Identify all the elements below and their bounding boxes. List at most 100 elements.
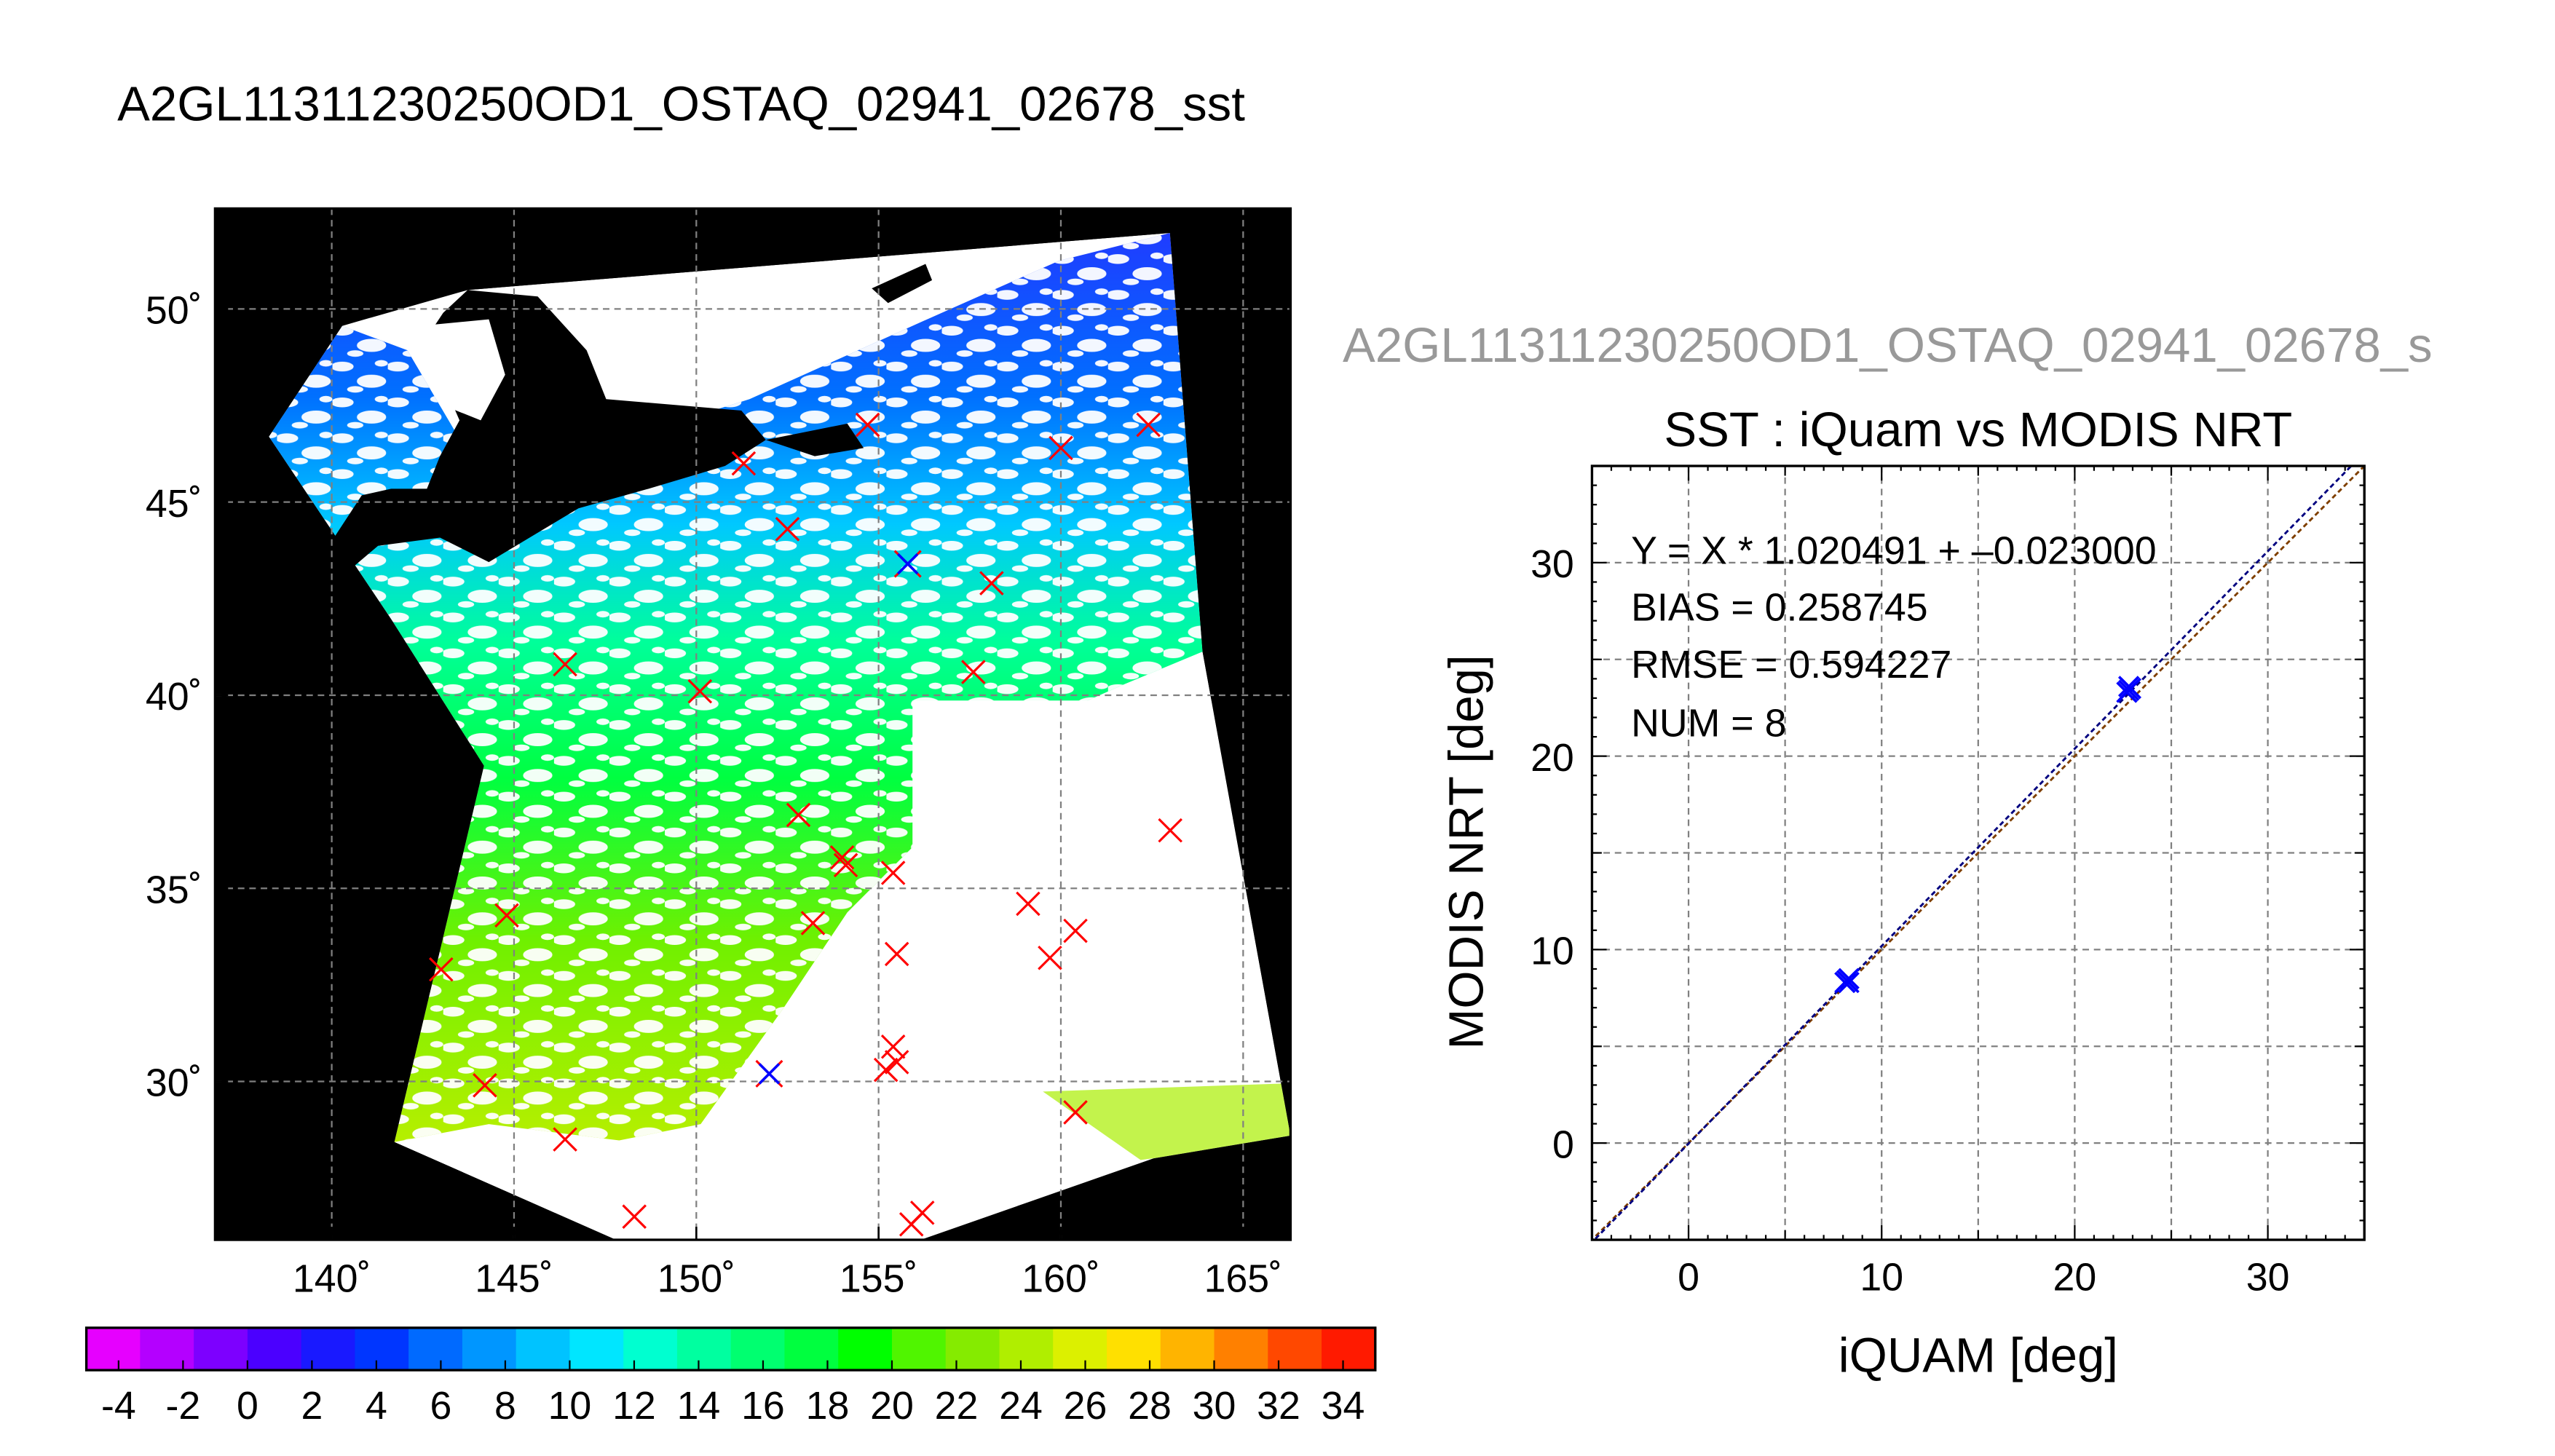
colorbar-cell <box>623 1327 679 1371</box>
colorbar-cells <box>86 1327 1376 1371</box>
map-x-tick-label: 165˚ <box>1204 1257 1282 1301</box>
colorbar-tick-label: 18 <box>806 1384 850 1428</box>
scatter-panel: A2GL11311230250OD1_OSTAQ_02941_02678_s S… <box>1343 318 2433 1382</box>
insitu-marker <box>880 860 906 885</box>
insitu-marker <box>1049 435 1073 461</box>
scatter-points <box>1834 676 2142 994</box>
insitu-marker <box>1158 818 1182 843</box>
scatter-point <box>1834 971 1856 994</box>
scatter-x-tick-label: 20 <box>2053 1255 2097 1299</box>
colorbar-cell <box>1322 1327 1376 1371</box>
map-x-tick-label: 155˚ <box>840 1257 917 1301</box>
colorbar-cell <box>86 1327 141 1371</box>
insitu-marker <box>473 1073 497 1098</box>
colorbar-cell <box>784 1327 840 1371</box>
colorbar-tick-label: -2 <box>165 1384 200 1428</box>
insitu-marker <box>1063 1100 1088 1125</box>
map-insitu-markers <box>429 412 1182 1237</box>
map-y-tick-label: 40˚ <box>146 675 202 719</box>
colorbar-tick-label: 14 <box>677 1384 721 1428</box>
sst-map-panel: 140˚ 145˚ 150˚ 155˚ 160˚ 165˚ 30˚ 35˚ 40˚ 45˚ 50˚ <box>146 207 1292 1301</box>
insitu-marker <box>687 678 713 704</box>
insitu-marker <box>775 517 800 542</box>
insitu-marker <box>880 1034 906 1059</box>
insitu-marker <box>1016 891 1040 917</box>
scatter-y-tick-label: 20 <box>1531 736 1574 780</box>
map-y-tick-label: 50˚ <box>146 289 202 333</box>
colorbar: -4 -2 0 2 4 6 8 10 12 14 16 18 20 22 24 26 28 30 32 34 <box>84 1326 1377 1428</box>
sst-field <box>269 233 1291 1160</box>
colorbar-cell <box>516 1327 571 1371</box>
scatter-x-tick-label: 30 <box>2246 1255 2290 1299</box>
colorbar-cell <box>1053 1327 1108 1371</box>
scatter-y-tick-label: 10 <box>1531 930 1574 973</box>
map-grid <box>215 208 1291 1241</box>
colorbar-cell <box>408 1327 464 1371</box>
colorbar-tick-label: 12 <box>612 1384 656 1428</box>
stat-fit: Y = X * 1.020491 + –0.023000 <box>1631 529 2156 572</box>
colorbar-tick-label: 26 <box>1064 1384 1107 1428</box>
colorbar-tick-label: 32 <box>1257 1384 1300 1428</box>
insitu-marker <box>979 571 1004 596</box>
colorbar-cell <box>1268 1327 1323 1371</box>
colorbar-tick-label: 28 <box>1128 1384 1172 1428</box>
colorbar-cell <box>676 1327 732 1371</box>
scatter-subtitle: A2GL11311230250OD1_OSTAQ_02941_02678_s <box>1343 318 2433 373</box>
insitu-marker <box>553 652 577 677</box>
colorbar-tick-label: -4 <box>101 1384 136 1428</box>
scatter-point <box>1838 971 1860 994</box>
insitu-marker <box>833 852 858 878</box>
scatter-x-label: iQUAM [deg] <box>1839 1328 2118 1382</box>
map-x-tick-label: 150˚ <box>657 1257 735 1301</box>
colorbar-cell <box>1160 1327 1215 1371</box>
scatter-point <box>2117 676 2140 697</box>
stat-rmse: RMSE = 0.594227 <box>1631 643 1951 687</box>
insitu-marker <box>800 911 826 935</box>
colorbar-cell <box>1107 1327 1161 1371</box>
map-y-tick-label: 30˚ <box>146 1061 202 1105</box>
colorbar-tick-label: 4 <box>366 1384 387 1428</box>
map-y-tick-label: 35˚ <box>146 868 202 911</box>
colorbar-tick-label: 20 <box>870 1384 914 1428</box>
colorbar-cell <box>247 1327 302 1371</box>
colorbar-tick-label: 10 <box>548 1384 592 1428</box>
insitu-marker <box>961 660 986 684</box>
matched-marker-blue <box>897 553 919 575</box>
colorbar-tick-labels: -4 -2 0 2 4 6 8 10 12 14 16 18 20 22 24 26 28 30 32 34 <box>101 1360 1365 1428</box>
scatter-y-tick-label: 0 <box>1552 1123 1574 1166</box>
insitu-marker <box>786 802 811 828</box>
colorbar-cell <box>355 1327 410 1371</box>
colorbar-tick-label: 0 <box>237 1384 258 1428</box>
stat-num: NUM = 8 <box>1631 702 1786 745</box>
colorbar-cell <box>945 1327 1000 1371</box>
colorbar-cell <box>891 1327 947 1371</box>
land-kuril <box>872 264 933 304</box>
insitu-marker <box>899 1212 924 1237</box>
map-tick-labels: 140˚ 145˚ 150˚ 155˚ 160˚ 165˚ 30˚ 35˚ 40˚ 45˚ 50˚ <box>146 289 1282 1301</box>
insitu-marker <box>829 845 855 870</box>
colorbar-tick-label: 34 <box>1322 1384 1365 1428</box>
figure-title: A2GL11311230250OD1_OSTAQ_02941_02678_sst <box>117 77 1245 132</box>
colorbar-cell <box>1214 1327 1269 1371</box>
colorbar-tick-label: 24 <box>999 1384 1043 1428</box>
colorbar-cell <box>462 1327 517 1371</box>
map-frame <box>213 207 1292 1241</box>
scatter-y-label: MODIS NRT [deg] <box>1439 654 1493 1049</box>
insitu-marker <box>429 957 454 982</box>
insitu-marker <box>553 1127 577 1152</box>
insitu-marker <box>884 1050 909 1075</box>
colorbar-cell <box>301 1327 356 1371</box>
insitu-marker <box>494 903 519 928</box>
fit-line <box>1592 466 2353 1241</box>
insitu-marker <box>884 941 909 967</box>
insitu-marker <box>1136 412 1161 438</box>
colorbar-cell <box>730 1327 786 1371</box>
scatter-x-tick-label: 10 <box>1860 1255 1903 1299</box>
scatter-ticks: 0 10 20 30 0 10 20 30 <box>1531 464 2366 1299</box>
map-x-tick-label: 140˚ <box>293 1257 371 1301</box>
insitu-marker <box>731 451 757 476</box>
colorbar-tick-label: 2 <box>301 1384 323 1428</box>
colorbar-tick-label: 22 <box>935 1384 979 1428</box>
